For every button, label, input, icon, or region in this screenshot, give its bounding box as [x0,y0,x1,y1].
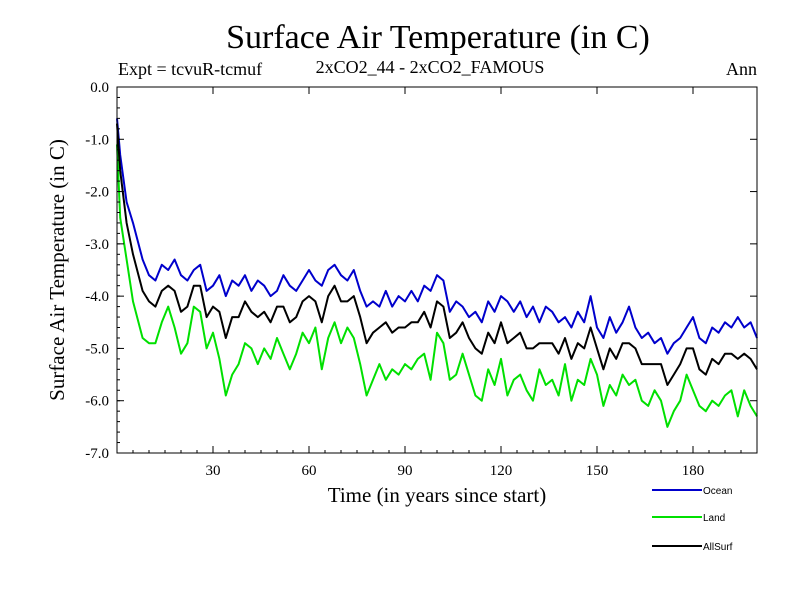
y-tick-label: -7.0 [85,446,109,462]
legend-label-land: Land [703,513,725,524]
legend-label-allsurf: AllSurf [703,542,733,553]
y-tick-label: 0.0 [90,80,109,96]
x-tick-label: 30 [206,463,221,479]
chart-subtitle: 2xCO2_44 - 2xCO2_FAMOUS [316,57,545,77]
y-tick-label: -4.0 [85,289,109,305]
legend-label-ocean: Ocean [703,486,732,497]
x-tick-label: 90 [398,463,413,479]
y-tick-label: -1.0 [85,132,109,148]
experiment-label: Expt = tcvuR-tcmuf [118,59,262,79]
plot-frame [116,86,758,454]
x-tick-label: 120 [490,463,513,479]
y-tick-label: -2.0 [85,185,109,201]
y-tick-label: -6.0 [85,394,109,410]
y-axis-label: Surface Air Temperature (in C) [45,139,69,401]
series-line-allsurf [116,123,758,386]
axis-ticks: 0.0 -1.0 -2.0 -3.0 -4.0 -5.0 -6.0 -7.0 30 60 90 120… [85,80,757,479]
series-line-ocean [116,118,758,355]
x-tick-label: 180 [682,463,705,479]
legend: Ocean Land AllSurf [652,486,733,553]
x-tick-label: 60 [302,463,317,479]
plot-lines [116,118,758,428]
chart-title: Surface Air Temperature (in C) [226,19,650,56]
y-tick-label: -3.0 [85,237,109,253]
x-tick-label: 150 [586,463,609,479]
season-label: Ann [726,59,757,79]
series-line-land [116,144,758,428]
y-tick-label: -5.0 [85,341,109,357]
x-axis-label: Time (in years since start) [328,483,547,507]
